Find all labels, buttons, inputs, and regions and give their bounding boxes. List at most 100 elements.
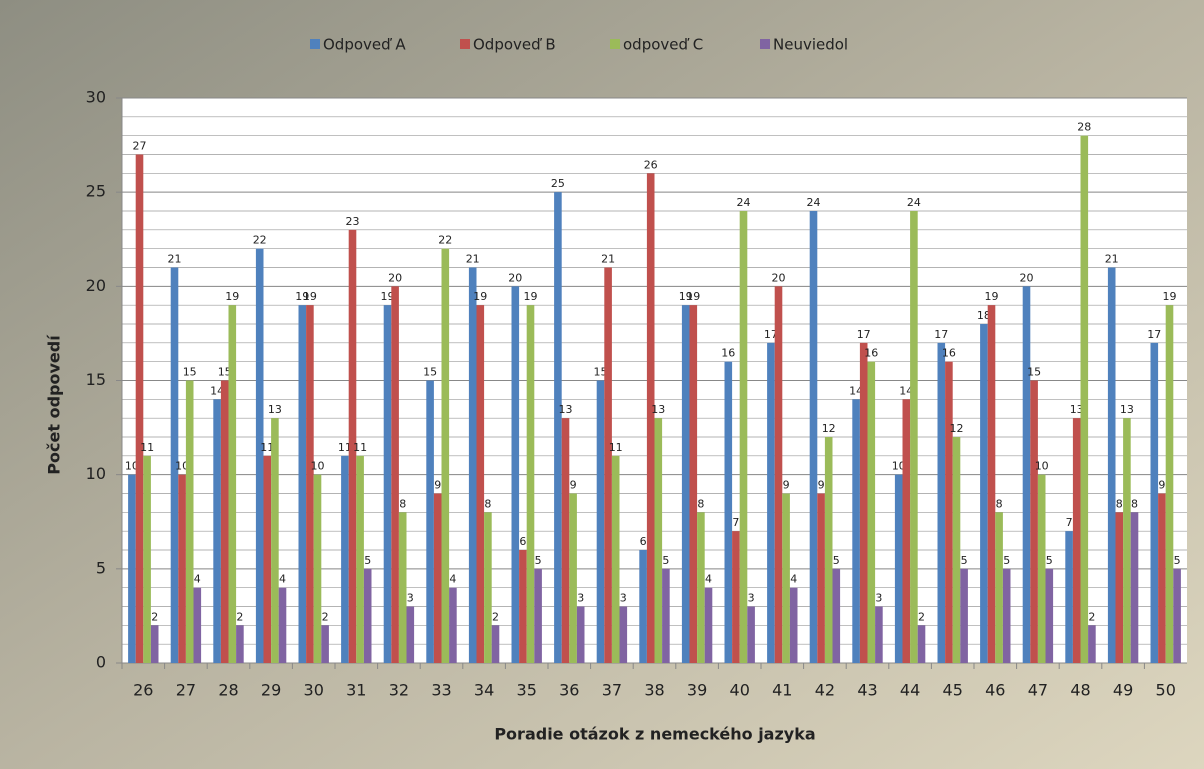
- data-label: 10: [311, 460, 325, 473]
- data-label: 15: [423, 366, 437, 379]
- bar: [774, 286, 783, 663]
- data-label: 21: [466, 253, 480, 266]
- data-label: 19: [985, 290, 999, 303]
- bar: [476, 305, 485, 663]
- x-tick-label: 32: [389, 681, 409, 700]
- data-label: 2: [1088, 610, 1095, 623]
- bar: [832, 568, 841, 663]
- legend-swatch: [760, 39, 770, 49]
- data-label: 8: [1116, 497, 1123, 510]
- data-label: 5: [662, 554, 669, 567]
- data-label: 23: [346, 215, 360, 228]
- data-label: 4: [705, 573, 712, 586]
- bar: [526, 305, 535, 663]
- bar: [697, 512, 705, 663]
- bar: [426, 380, 434, 663]
- bar: [1022, 286, 1031, 663]
- bar: [611, 455, 620, 663]
- bar: [960, 568, 968, 663]
- data-label: 11: [353, 441, 367, 454]
- bar: [313, 474, 322, 663]
- data-label: 15: [218, 366, 232, 379]
- x-tick-label: 43: [857, 681, 877, 700]
- data-label: 9: [434, 479, 441, 492]
- x-tick-label: 27: [176, 681, 196, 700]
- bar: [980, 324, 988, 663]
- data-label: 11: [260, 441, 274, 454]
- bar: [406, 606, 415, 663]
- data-label: 17: [1147, 328, 1161, 341]
- bar: [576, 606, 585, 663]
- data-label: 28: [1077, 121, 1091, 134]
- data-label: 6: [519, 535, 526, 548]
- data-label: 14: [899, 384, 913, 397]
- data-label: 10: [892, 460, 906, 473]
- data-label: 20: [772, 271, 786, 284]
- x-tick-label: 46: [985, 681, 1005, 700]
- bar: [383, 305, 392, 663]
- bar: [398, 512, 407, 663]
- x-tick-label: 35: [517, 681, 537, 700]
- bar: [213, 399, 221, 663]
- data-label: 13: [1120, 403, 1134, 416]
- data-label: 15: [594, 366, 608, 379]
- bar: [1045, 568, 1054, 663]
- bar: [554, 192, 562, 663]
- bar: [185, 380, 194, 663]
- bar: [341, 455, 349, 663]
- bar: [646, 173, 655, 664]
- bar: [178, 474, 186, 663]
- data-label: 3: [875, 592, 882, 605]
- x-tick-label: 48: [1070, 681, 1090, 700]
- data-label: 5: [961, 554, 968, 567]
- bar: [875, 606, 883, 663]
- data-label: 10: [1035, 460, 1049, 473]
- bar: [747, 606, 755, 663]
- data-label: 3: [620, 592, 627, 605]
- bar: [1123, 418, 1131, 663]
- legend-label: Odpoveď A: [323, 36, 406, 54]
- x-tick-label: 49: [1113, 681, 1133, 700]
- bar: [902, 399, 911, 663]
- bar: [193, 587, 202, 663]
- bar: [135, 154, 144, 663]
- data-label: 4: [790, 573, 797, 586]
- bar: [809, 211, 818, 663]
- data-label: 17: [857, 328, 871, 341]
- data-label: 13: [268, 403, 282, 416]
- bar: [1037, 474, 1046, 663]
- bar: [596, 380, 605, 663]
- bar: [561, 418, 570, 663]
- data-label: 16: [864, 347, 878, 360]
- data-label: 5: [1174, 554, 1181, 567]
- data-label: 2: [151, 610, 158, 623]
- x-tick-label: 45: [943, 681, 963, 700]
- bar: [306, 305, 314, 663]
- y-tick-label: 0: [96, 653, 106, 672]
- bar: [511, 286, 520, 663]
- x-tick-label: 36: [559, 681, 579, 700]
- bar: [945, 361, 953, 663]
- bar: [441, 248, 450, 663]
- data-label: 11: [140, 441, 154, 454]
- legend-swatch: [610, 39, 620, 49]
- x-tick-label: 31: [346, 681, 366, 700]
- legend-label: Neuviedol: [773, 36, 848, 54]
- data-label: 11: [338, 441, 352, 454]
- data-label: 6: [640, 535, 647, 548]
- bar: [1150, 342, 1159, 663]
- data-label: 4: [449, 573, 456, 586]
- bar: [1115, 512, 1124, 663]
- data-label: 14: [849, 384, 863, 397]
- bar: [732, 531, 740, 663]
- bar: [298, 305, 307, 663]
- data-label: 18: [977, 309, 991, 322]
- data-label: 8: [484, 497, 491, 510]
- data-label: 5: [535, 554, 542, 567]
- bar: [987, 305, 996, 663]
- bar: [271, 418, 279, 663]
- data-label: 13: [559, 403, 573, 416]
- bar: [1080, 135, 1089, 663]
- bar: [1107, 267, 1116, 663]
